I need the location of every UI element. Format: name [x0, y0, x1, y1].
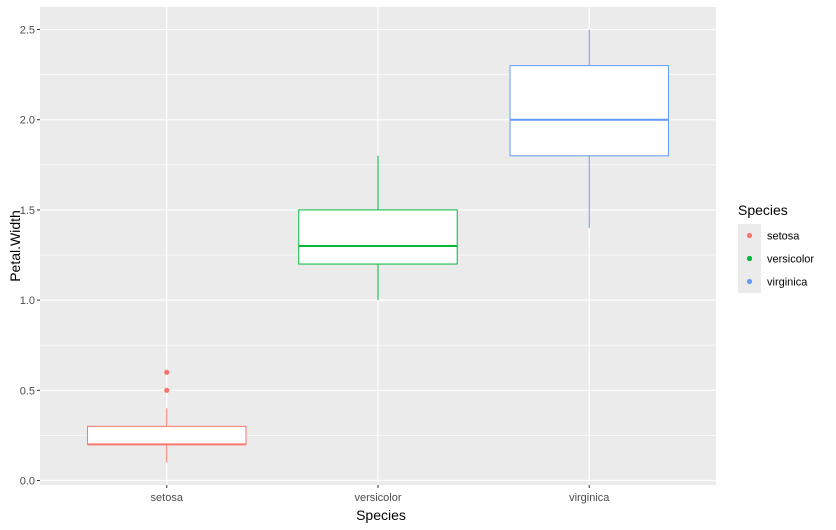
y-tick-label: 0.5 — [20, 385, 35, 397]
legend-key-setosa — [746, 232, 753, 239]
y-axis: 0.0 0.5 1.0 1.5 2.0 2.5 — [20, 25, 40, 487]
x-axis: setosa versicolor virginica — [151, 485, 610, 504]
legend: Species setosa versicolor virginica — [738, 202, 814, 293]
y-tick-label: 2.5 — [20, 25, 35, 37]
legend-key-virginica — [746, 278, 753, 285]
outlier-point — [164, 369, 170, 375]
x-tick-label: setosa — [151, 492, 184, 504]
boxes — [87, 29, 669, 463]
box-versicolor — [298, 155, 458, 301]
y-tick-label: 1.0 — [20, 295, 35, 307]
legend-key-versicolor — [746, 255, 753, 262]
legend-label: setosa — [767, 231, 800, 243]
box-virginica — [509, 29, 669, 228]
x-axis-title: Species — [356, 507, 406, 523]
y-tick-label: 0.0 — [20, 475, 35, 487]
legend-title: Species — [738, 202, 788, 218]
y-axis-title: Petal.Width — [7, 210, 23, 282]
y-tick-label: 2.0 — [20, 115, 35, 127]
box-setosa — [87, 369, 247, 463]
x-tick-label: virginica — [569, 492, 610, 504]
legend-label: versicolor — [767, 254, 814, 266]
box-body — [509, 65, 669, 157]
y-tick-label: 1.5 — [20, 205, 35, 217]
box-body — [87, 425, 247, 445]
legend-label: virginica — [767, 277, 808, 289]
outlier-point — [164, 387, 170, 393]
box-body — [298, 209, 458, 265]
x-tick-label: versicolor — [354, 492, 401, 504]
